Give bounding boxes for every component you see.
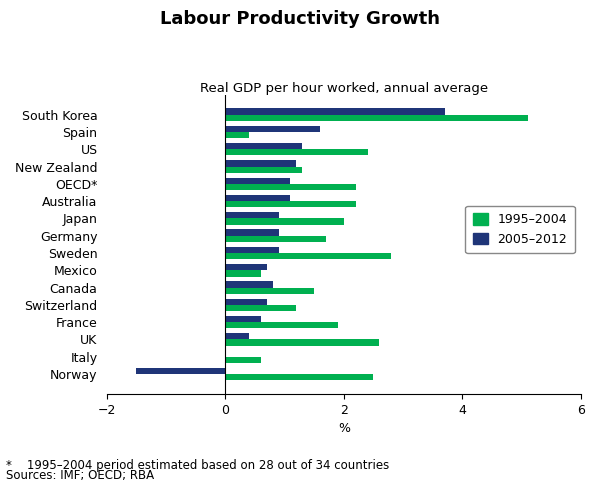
Bar [225,374,373,380]
Bar [225,149,368,155]
Bar [225,195,290,201]
Bar [225,236,326,242]
Bar [225,178,290,184]
Text: *    1995–2004 period estimated based on 28 out of 34 countries: * 1995–2004 period estimated based on 28… [6,459,389,472]
Text: Sources: IMF; OECD; RBA: Sources: IMF; OECD; RBA [6,469,154,482]
Bar [225,339,379,346]
Bar [225,247,278,253]
Bar [225,253,391,259]
Bar [225,218,344,225]
Bar [225,357,261,363]
Bar [225,115,527,121]
Bar [225,160,296,166]
Legend: 1995–2004, 2005–2012: 1995–2004, 2005–2012 [465,206,575,253]
Bar [225,333,249,339]
Bar [225,316,261,322]
Bar [225,281,272,287]
Bar [225,201,356,207]
Text: Labour Productivity Growth: Labour Productivity Growth [160,10,440,28]
Bar [225,287,314,294]
Bar [225,229,278,236]
Bar [225,108,445,115]
Bar [225,299,266,305]
Bar [225,126,320,132]
Bar [225,143,302,149]
X-axis label: %: % [338,422,350,435]
Bar [225,322,338,328]
Bar [225,132,249,138]
Bar [136,368,225,374]
Bar [225,184,356,190]
Bar [225,305,296,311]
Bar [225,212,278,218]
Bar [225,270,261,276]
Title: Real GDP per hour worked, annual average: Real GDP per hour worked, annual average [200,82,488,95]
Bar [225,264,266,270]
Bar [225,166,302,173]
